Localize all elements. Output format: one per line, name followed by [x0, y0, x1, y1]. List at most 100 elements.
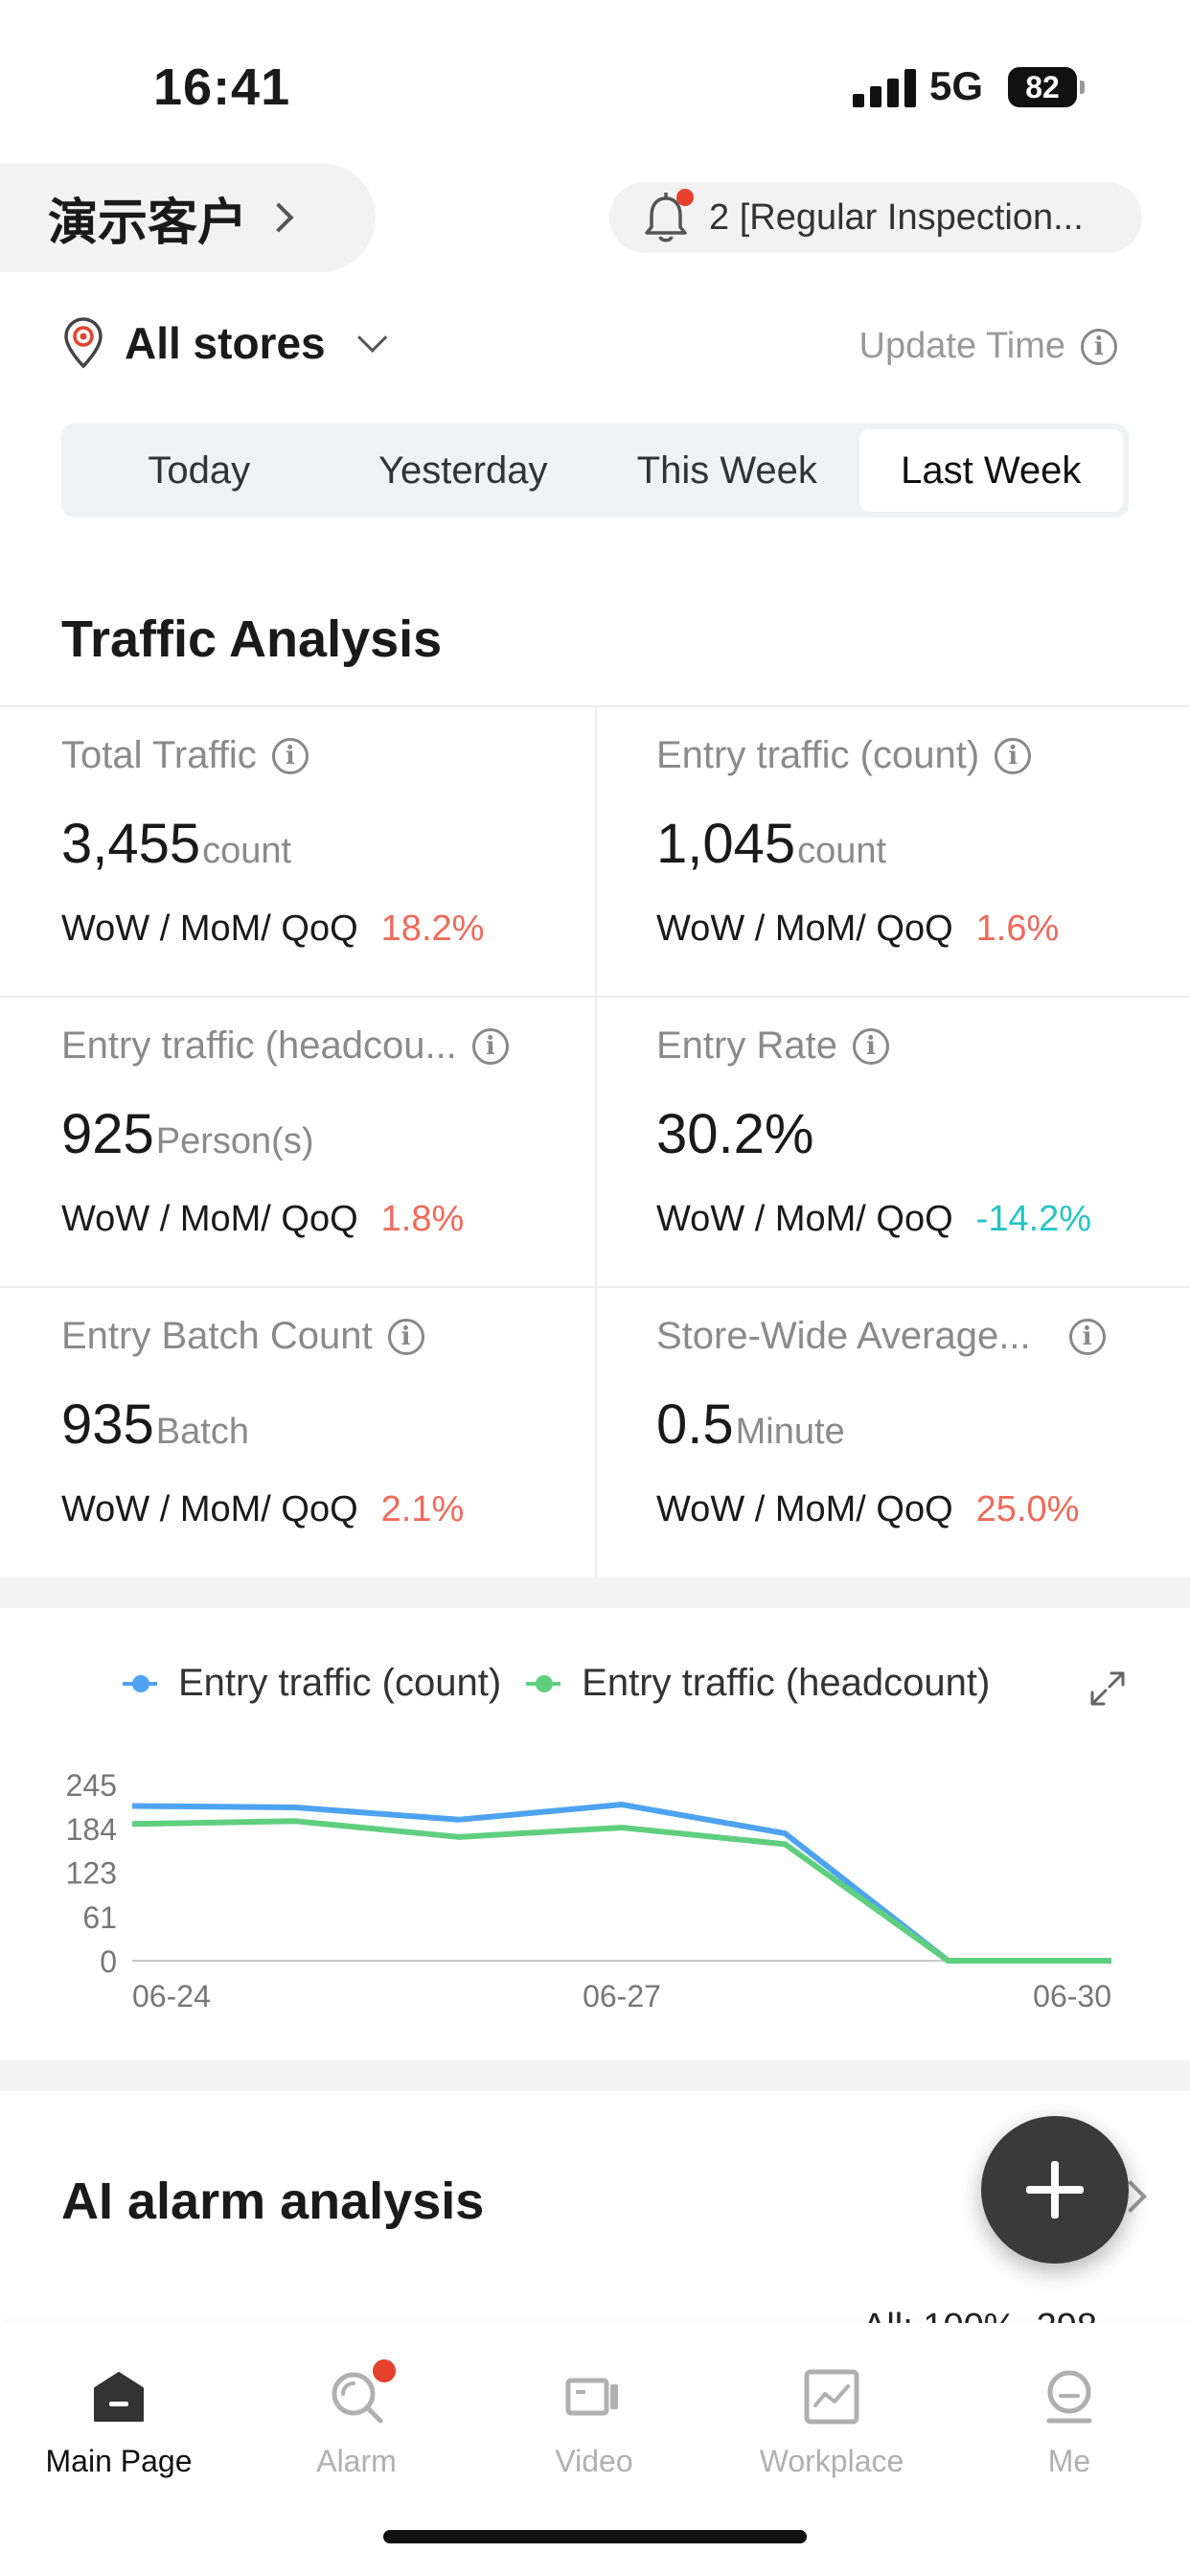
battery-icon: 82	[1008, 67, 1085, 107]
signal-icon	[853, 69, 916, 107]
store-name: All stores	[125, 318, 326, 368]
update-time-label: Update Time	[858, 326, 1065, 366]
ai-alarm-title: AI alarm analysis	[61, 2173, 485, 2230]
metric-label: Store-Wide Average...	[656, 1315, 1031, 1357]
info-icon[interactable]: i	[271, 737, 309, 774]
home-icon	[94, 2372, 144, 2422]
legend-swatch-blue	[123, 1674, 157, 1692]
tab-me[interactable]: Me	[950, 2352, 1188, 2496]
store-selector[interactable]: All stores	[61, 316, 387, 370]
x-tick-label: 06-30	[1033, 1979, 1111, 2013]
row-divider	[0, 1286, 1190, 1288]
tab-today[interactable]: Today	[148, 448, 251, 492]
series-line-entry-headcount	[131, 1818, 1111, 1964]
y-tick-label: 61	[82, 1900, 117, 1935]
traffic-analysis-title: Traffic Analysis	[61, 610, 443, 668]
legend-swatch-green	[526, 1674, 561, 1692]
tab-yesterday[interactable]: Yesterday	[378, 448, 548, 492]
row-divider	[0, 996, 1190, 998]
workplace-chart-icon	[804, 2369, 859, 2425]
tab-alarm[interactable]: Alarm	[238, 2352, 475, 2496]
metric-entry-traffic-count[interactable]: Entry traffic (count) i 1,045 count WoW / …	[595, 707, 1190, 998]
metric-label: Entry Batch Count	[61, 1315, 373, 1357]
tab-workplace[interactable]: Workplace	[713, 2352, 950, 2496]
info-icon[interactable]: i	[1068, 1318, 1106, 1355]
metric-entry-batch-count[interactable]: Entry Batch Count i 935 Batch WoW / MoM/ Q…	[0, 1288, 595, 1578]
notification-text: 2 [Regular Inspection...	[709, 196, 1084, 238]
compare-label: WoW / MoM/ QoQ	[61, 1199, 358, 1239]
metric-label: Entry traffic (headcou...	[61, 1024, 457, 1067]
metric-entry-traffic-headcount[interactable]: Entry traffic (headcou... i 925 Person(s) …	[0, 998, 595, 1288]
metric-label: Entry traffic (count)	[656, 734, 980, 776]
metric-value: 925	[61, 1103, 154, 1165]
compare-label: WoW / MoM/ QoQ	[656, 1489, 953, 1530]
chevron-right-icon	[263, 202, 294, 233]
x-tick-label: 06-27	[583, 1979, 661, 2013]
network-type: 5G	[929, 63, 984, 108]
metric-entry-rate[interactable]: Entry Rate i 30.2% WoW / MoM/ QoQ -14.2%	[595, 998, 1190, 1288]
chevron-down-icon	[356, 322, 387, 353]
legend-item-entry-count[interactable]: Entry traffic (count)	[123, 1662, 501, 1705]
metric-value: 3,455	[61, 813, 201, 875]
x-tick-label: 06-24	[132, 1979, 211, 2013]
tab-label: Main Page	[45, 2444, 193, 2478]
compare-label: WoW / MoM/ QoQ	[61, 1489, 358, 1530]
metric-change: 18.2%	[380, 908, 485, 949]
metric-unit: count	[797, 831, 887, 871]
metric-value: 30.2%	[656, 1103, 814, 1165]
info-icon[interactable]: i	[471, 1027, 509, 1065]
alarm-search-icon	[327, 2359, 396, 2426]
metric-unit: count	[202, 831, 292, 871]
y-tick-label: 123	[66, 1856, 117, 1891]
customer-name: 演示客户	[48, 194, 248, 252]
metric-store-wide-average[interactable]: Store-Wide Average... i 0.5 Minute WoW / M…	[595, 1288, 1190, 1578]
traffic-metrics-grid: Total Traffic i 3,455 count WoW / MoM/ QoQ…	[0, 705, 1190, 1578]
tab-main-page[interactable]: Main Page	[0, 2352, 238, 2496]
profile-icon	[1046, 2370, 1092, 2424]
metric-change: -14.2%	[975, 1199, 1092, 1239]
legend-item-entry-headcount[interactable]: Entry traffic (headcount)	[526, 1662, 990, 1705]
notification-banner[interactable]: 2 [Regular Inspection...	[609, 182, 1142, 253]
metric-value: 0.5	[656, 1393, 734, 1456]
status-bar: 16:41 5G 82	[0, 0, 1190, 153]
date-range-tabs: Today Yesterday This Week Last Week	[61, 424, 1129, 518]
add-button[interactable]	[981, 2116, 1129, 2264]
legend-label: Entry traffic (headcount)	[582, 1662, 991, 1704]
tab-this-week[interactable]: This Week	[636, 448, 817, 492]
metric-total-traffic[interactable]: Total Traffic i 3,455 count WoW / MoM/ QoQ…	[0, 707, 595, 998]
y-tick-label: 0	[100, 1944, 117, 1979]
info-icon[interactable]: i	[852, 1027, 889, 1065]
location-pin-icon	[64, 317, 103, 369]
metric-change: 25.0%	[975, 1489, 1080, 1530]
update-time[interactable]: Update Time i	[859, 326, 1117, 367]
status-time: 16:41	[153, 58, 291, 116]
tab-video[interactable]: Video	[475, 2352, 713, 2496]
metric-change: 1.8%	[380, 1199, 465, 1239]
tab-label: Alarm	[316, 2444, 397, 2478]
compare-label: WoW / MoM/ QoQ	[656, 908, 953, 949]
tab-label: Video	[555, 2444, 633, 2478]
home-indicator	[383, 2530, 807, 2543]
metric-value: 935	[61, 1393, 154, 1456]
info-icon: i	[1081, 328, 1117, 365]
bottom-tab-bar: Main Page Alarm Video Workplace	[0, 2323, 1190, 2576]
metric-change: 1.6%	[975, 908, 1060, 949]
chart-legend: Entry traffic (count) Entry traffic (hea…	[123, 1662, 1015, 1705]
legend-label: Entry traffic (count)	[178, 1662, 502, 1704]
y-tick-label: 245	[66, 1768, 117, 1803]
metric-change: 2.1%	[380, 1489, 465, 1530]
metric-unit: Minute	[735, 1412, 845, 1452]
tab-label: Workplace	[759, 2444, 904, 2478]
notification-badge	[676, 189, 694, 206]
metric-label: Entry Rate	[656, 1024, 837, 1067]
video-camera-icon	[565, 2378, 618, 2416]
info-icon[interactable]: i	[387, 1318, 424, 1355]
alarm-summary: All: 100%, 298	[862, 2300, 1131, 2323]
section-divider	[0, 2060, 1190, 2091]
customer-selector[interactable]: 演示客户	[0, 163, 376, 272]
info-icon[interactable]: i	[995, 737, 1032, 774]
expand-icon[interactable]	[1088, 1669, 1127, 1708]
metric-value: 1,045	[656, 813, 796, 875]
tab-last-week[interactable]: Last Week	[858, 429, 1123, 512]
metric-unit: Person(s)	[155, 1121, 314, 1162]
